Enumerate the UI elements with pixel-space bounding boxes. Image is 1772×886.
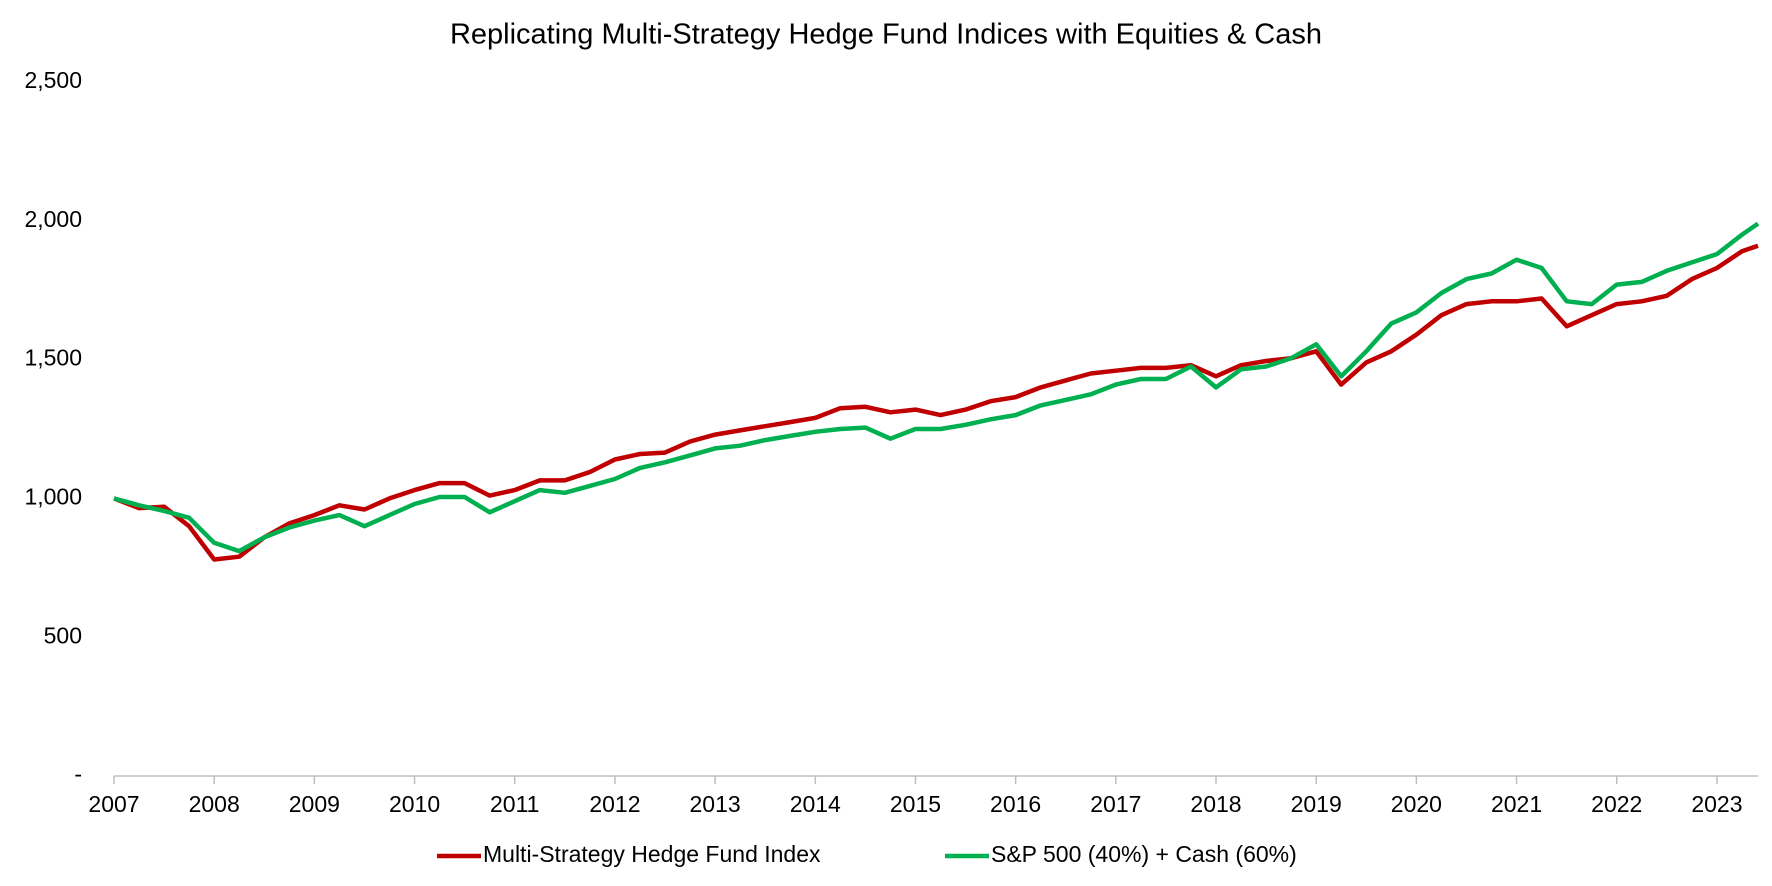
y-tick-label: 1,000 (24, 483, 82, 509)
x-tick-label: 2014 (790, 791, 841, 817)
y-tick-label: 500 (44, 622, 82, 648)
chart-title: Replicating Multi-Strategy Hedge Fund In… (450, 19, 1322, 51)
legend-label: S&P 500 (40%) + Cash (60%) (991, 841, 1297, 867)
x-tick-label: 2015 (890, 791, 941, 817)
legend-label: Multi-Strategy Hedge Fund Index (483, 841, 821, 867)
y-tick-label: 1,500 (24, 345, 82, 371)
y-tick-label: 2,000 (24, 206, 82, 232)
x-tick-label: 2007 (88, 791, 139, 817)
x-tick-label: 2012 (589, 791, 640, 817)
x-tick-label: 2020 (1391, 791, 1442, 817)
x-tick-label: 2010 (389, 791, 440, 817)
x-tick-label: 2013 (690, 791, 741, 817)
y-tick-label: - (74, 761, 82, 787)
y-tick-label: 2,500 (24, 67, 82, 93)
x-tick-label: 2016 (990, 791, 1041, 817)
series-line (113, 243, 1759, 562)
x-tick-label: 2021 (1491, 791, 1542, 817)
x-tick-label: 2011 (490, 791, 539, 817)
x-tick-label: 2009 (289, 791, 340, 817)
x-tick-label: 2017 (1090, 791, 1141, 817)
x-tick-label: 2022 (1591, 791, 1642, 817)
x-tick-label: 2018 (1190, 791, 1241, 817)
x-tick-label: 2023 (1691, 791, 1742, 817)
x-tick-label: 2008 (189, 791, 240, 817)
series-line (113, 221, 1760, 554)
x-tick-label: 2019 (1291, 791, 1342, 817)
